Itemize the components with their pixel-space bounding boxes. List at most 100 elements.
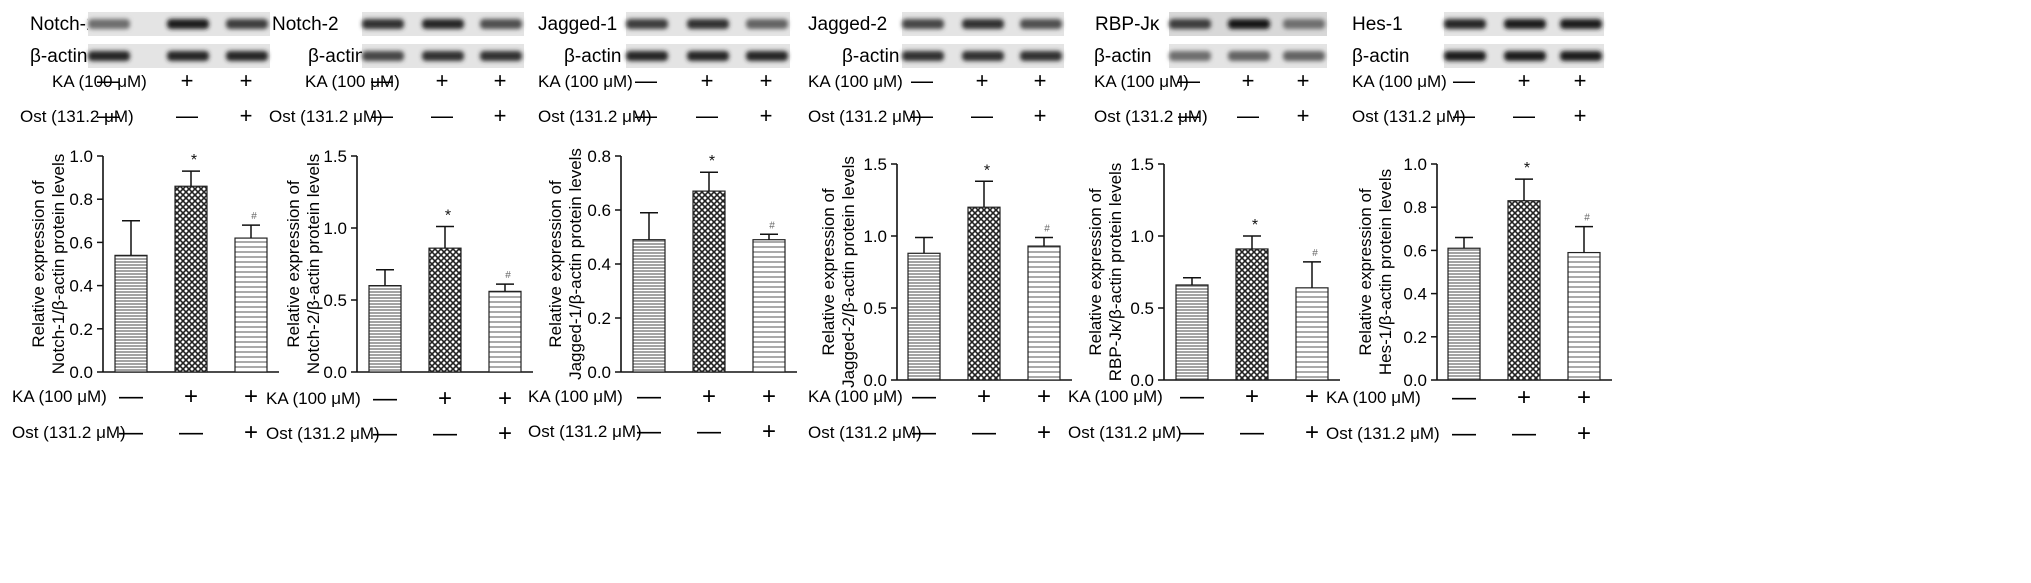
y-label-line2: Jagged-2/β-actin protein levels (839, 156, 858, 388)
significance-mark: # (1584, 213, 1590, 224)
y-tick-label: 1.0 (1130, 227, 1154, 246)
ka-sign-bottom: — (1180, 383, 1204, 410)
ost-sign: + (494, 103, 507, 128)
ka-sign-bottom: + (184, 383, 198, 410)
y-tick-label: 1.0 (69, 147, 93, 166)
ost-sign-bottom: — (433, 420, 457, 447)
blot-band (362, 51, 404, 61)
ka-sign-bottom: + (977, 383, 991, 410)
ka-sign-bottom: — (912, 383, 936, 410)
ka-sign-bottom: — (637, 383, 661, 410)
ost-sign: — (371, 103, 393, 128)
ka-sign: — (371, 68, 393, 93)
y-axis-label: Relative expression of Hes-1/β-actin prot… (1356, 169, 1395, 375)
ka-label: KA (100 μM) (538, 72, 633, 91)
bar (1567, 251, 1601, 381)
ost-sign: — (971, 103, 993, 128)
ka-sign: — (97, 68, 119, 93)
blot-band (746, 19, 788, 29)
significance-mark: * (1524, 160, 1530, 177)
ka-sign: + (1574, 68, 1587, 93)
ka-sign-bottom: — (373, 385, 397, 412)
ka-label: KA (100 μM) (52, 72, 147, 91)
blot-protein-label: Jagged-1 (538, 14, 617, 35)
ka-sign-bottom: + (1305, 383, 1319, 410)
ka-sign-bottom: + (1517, 384, 1531, 411)
y-tick-label: 0.2 (587, 309, 611, 328)
ost-sign: — (911, 103, 933, 128)
y-label-line1: Relative expression of (284, 180, 303, 348)
y-tick-label: 0.0 (1130, 371, 1154, 390)
blot-band (1444, 19, 1486, 29)
bar (1295, 287, 1329, 381)
bar (114, 254, 148, 373)
ost-sign: + (1297, 103, 1310, 128)
ka-sign-bottom: + (438, 385, 452, 412)
y-tick-label: 1.5 (863, 155, 887, 174)
bar (1027, 245, 1061, 381)
ost-sign-bottom: — (1180, 419, 1204, 446)
blot-band (1228, 19, 1270, 29)
ost-sign-bottom: — (972, 419, 996, 446)
blot-band (1169, 19, 1211, 29)
ka-label: KA (100 μM) (1094, 72, 1189, 91)
blot-protein-label: Hes-1 (1352, 14, 1403, 35)
y-tick-label: 0.0 (69, 363, 93, 382)
blot-band (1560, 19, 1602, 29)
y-tick-label: 0.5 (863, 299, 887, 318)
bar (967, 206, 1001, 381)
ka-label-bottom: KA (100 μM) (12, 387, 107, 406)
ost-label-bottom: Ost (131.2 μM) (528, 422, 642, 441)
blot-control-label: β-actin (1094, 46, 1151, 67)
ost-sign-bottom: — (697, 418, 721, 445)
y-tick-label: 0.4 (69, 277, 93, 296)
panel-4: Jagged-2 β-actin KA (100 μM) Ost (131.2 μM)… (808, 12, 1072, 446)
significance-mark: * (709, 153, 715, 170)
y-tick-label: 0.6 (69, 233, 93, 252)
blot-band (746, 51, 788, 61)
blot-band (962, 19, 1004, 29)
significance-mark: # (1312, 248, 1318, 259)
ost-sign: — (1178, 103, 1200, 128)
ka-sign: + (1242, 68, 1255, 93)
y-tick-label: 0.8 (69, 190, 93, 209)
significance-mark: # (251, 211, 257, 222)
y-label-line1: Relative expression of (29, 180, 48, 348)
y-axis-label: Relative expression of Jagged-1/β-actin p… (546, 148, 585, 380)
ka-sign: + (1518, 68, 1531, 93)
blot-band (1283, 51, 1325, 61)
blot-band (167, 19, 209, 29)
bar (488, 290, 522, 373)
ost-sign: — (176, 103, 198, 128)
ka-label-bottom: KA (100 μM) (1326, 388, 1421, 407)
y-label-line2: Hes-1/β-actin protein levels (1376, 169, 1395, 375)
ost-label-bottom: Ost (131.2 μM) (12, 423, 126, 442)
blot-control-label: β-actin (308, 46, 365, 67)
ost-label-bottom: Ost (131.2 μM) (1068, 423, 1182, 442)
y-tick-label: 1.5 (1130, 155, 1154, 174)
ost-sign-bottom: — (1452, 420, 1476, 447)
blot-band (1020, 51, 1062, 61)
ost-sign: — (1237, 103, 1259, 128)
y-tick-label: 1.0 (323, 219, 347, 238)
blot-band (480, 51, 522, 61)
ka-sign: + (701, 68, 714, 93)
ost-label: Ost (131.2 μM) (20, 107, 134, 126)
blot-band (226, 51, 268, 61)
significance-mark: * (445, 208, 451, 225)
ost-sign: — (696, 103, 718, 128)
blot-band (902, 51, 944, 61)
significance-mark: * (1252, 217, 1258, 234)
ost-sign-bottom: — (1512, 420, 1536, 447)
ost-sign: — (1453, 103, 1475, 128)
ka-sign: + (976, 68, 989, 93)
blot-band (480, 19, 522, 29)
ka-sign-bottom: + (1245, 383, 1259, 410)
ka-sign: — (1178, 68, 1200, 93)
ost-label: Ost (131.2 μM) (269, 107, 383, 126)
ka-label-bottom: KA (100 μM) (266, 389, 361, 408)
